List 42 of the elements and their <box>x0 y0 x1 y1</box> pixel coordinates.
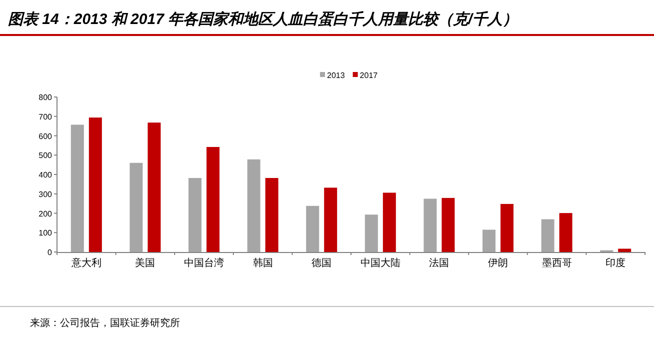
x-tick-label: 法国 <box>429 257 450 269</box>
bar <box>306 206 320 252</box>
y-tick-label: 500 <box>38 151 53 160</box>
bar <box>482 230 496 252</box>
x-tick-label: 印度 <box>606 257 626 269</box>
y-tick-label: 200 <box>38 209 53 218</box>
bar <box>88 118 102 252</box>
y-tick-label: 400 <box>38 170 53 180</box>
bar <box>265 178 278 252</box>
legend-label: 2013 <box>327 71 346 80</box>
x-tick-label: 伊朗 <box>488 257 508 269</box>
bar <box>382 192 396 252</box>
legend-label: 2017 <box>360 71 378 80</box>
bar <box>424 198 437 252</box>
x-tick-label: 中国大陆 <box>360 257 400 269</box>
bar <box>206 146 220 252</box>
bar <box>188 178 202 252</box>
bar <box>70 124 84 252</box>
bar <box>130 162 143 252</box>
y-tick-label: 300 <box>38 190 53 199</box>
bar <box>442 198 455 252</box>
title: 图表 14：2013 和 2017 年各国家和地区人血白蛋白千人用量比较（克/千人） <box>8 11 518 28</box>
y-tick-label: 0 <box>48 248 53 257</box>
bar <box>559 213 572 252</box>
y-tick-label: 800 <box>38 93 53 102</box>
x-tick-label: 德国 <box>312 258 332 269</box>
y-tick-label: 100 <box>38 228 53 238</box>
bar <box>364 214 378 252</box>
x-tick-label: 美国 <box>135 257 156 269</box>
annotation: 来源：公司报告，国联证券研究所 <box>30 318 180 329</box>
bar <box>541 219 554 252</box>
bar <box>500 204 514 252</box>
bar <box>247 159 260 252</box>
x-tick-label: 意大利 <box>70 257 102 269</box>
x-tick-label: 中国台湾 <box>184 257 224 269</box>
bar <box>618 248 632 252</box>
x-tick-label: 墨西哥 <box>542 258 572 269</box>
y-tick-label: 600 <box>38 132 53 141</box>
x-tick-label: 韩国 <box>252 257 273 269</box>
bar <box>324 188 338 252</box>
bar <box>148 122 161 252</box>
y-tick-label: 700 <box>38 112 53 122</box>
